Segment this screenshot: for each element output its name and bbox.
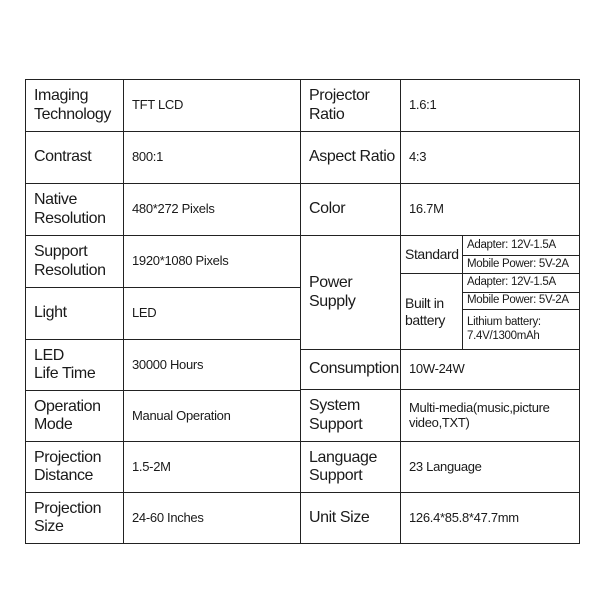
spec-value: Manual Operation bbox=[123, 390, 301, 442]
spec-label: Aspect Ratio bbox=[300, 131, 401, 184]
power-standard-label: Standard bbox=[400, 235, 463, 274]
spec-value: 30000 Hours bbox=[123, 339, 301, 391]
spec-value: 1.6:1 bbox=[400, 79, 580, 132]
spec-label-text: Support bbox=[34, 243, 88, 261]
spec-label-text: Projector bbox=[309, 87, 370, 105]
power-item-text: Mobile Power: 5V-2A bbox=[467, 294, 569, 307]
spec-label-text: Mode bbox=[34, 416, 73, 433]
spec-value: 126.4*85.8*47.7mm bbox=[400, 492, 580, 544]
spec-label-text: Technology bbox=[34, 105, 111, 123]
power-item-text: Adapter: 12V-1.5A bbox=[467, 238, 556, 251]
spec-value-text: 23 Language bbox=[409, 458, 482, 474]
spec-label-text: Projection bbox=[34, 448, 102, 466]
power-builtin-label-text: battery bbox=[405, 311, 445, 328]
spec-label: Light bbox=[25, 287, 124, 340]
spec-label: Projection Size bbox=[25, 492, 124, 544]
spec-label-text: Language bbox=[309, 448, 377, 466]
spec-label-text: Unit Size bbox=[309, 508, 370, 526]
spec-label: Contrast bbox=[25, 131, 124, 184]
spec-value-text: 10W-24W bbox=[409, 361, 465, 377]
spec-value-text: 800:1 bbox=[132, 149, 164, 165]
power-item-text: Adapter: 12V-1.5A bbox=[467, 276, 556, 289]
power-builtin-label: Built in battery bbox=[400, 273, 463, 350]
spec-label: Language Support bbox=[300, 441, 401, 493]
spec-label-text: Supply bbox=[309, 292, 356, 310]
spec-value-text: Manual Operation bbox=[132, 407, 231, 423]
spec-value-text: Multi-media(music,picture bbox=[409, 399, 550, 415]
spec-label-text: Aspect Ratio bbox=[309, 148, 395, 166]
spec-label-text: Support bbox=[309, 467, 363, 484]
spec-value: 480*272 Pixels bbox=[123, 183, 301, 236]
spec-value-text: video,TXT) bbox=[409, 414, 470, 430]
spec-value-text: 16.7M bbox=[409, 201, 444, 217]
power-item: Mobile Power: 5V-2A bbox=[462, 255, 580, 274]
power-standard-label-text: Standard bbox=[405, 246, 459, 263]
spec-value: 1.5-2M bbox=[123, 441, 301, 493]
spec-label-text: Light bbox=[34, 304, 67, 322]
spec-value-text: 1920*1080 Pixels bbox=[132, 253, 229, 269]
spec-label: Unit Size bbox=[300, 492, 401, 544]
spec-label-text: Contrast bbox=[34, 148, 92, 166]
spec-value-text: 480*272 Pixels bbox=[132, 201, 215, 217]
spec-label-text: Distance bbox=[34, 467, 94, 484]
spec-label-text: Power bbox=[309, 274, 353, 292]
spec-value: 23 Language bbox=[400, 441, 580, 493]
power-item-text: Mobile Power: 5V-2A bbox=[467, 257, 569, 270]
spec-value-text: 24-60 Inches bbox=[132, 509, 204, 525]
spec-label-text: Color bbox=[309, 200, 346, 218]
spec-label: Support Resolution bbox=[25, 235, 124, 288]
spec-label-text: System bbox=[309, 397, 360, 415]
spec-value-text: 30000 Hours bbox=[132, 356, 204, 372]
power-item-text: 7.4V/1300mAh bbox=[467, 329, 540, 342]
spec-label-text: LED bbox=[34, 346, 64, 364]
spec-value-text: TFT LCD bbox=[132, 97, 184, 113]
spec-label: LED Life Time bbox=[25, 339, 124, 391]
spec-value-text: LED bbox=[132, 305, 157, 321]
spec-label: Consumption bbox=[300, 349, 401, 390]
spec-label-text: Operation bbox=[34, 397, 101, 415]
spec-label: Native Resolution bbox=[25, 183, 124, 236]
spec-label: Projection Distance bbox=[25, 441, 124, 493]
spec-label-text: Ratio bbox=[309, 105, 345, 123]
spec-label: Power Supply bbox=[300, 235, 401, 350]
spec-label: Color bbox=[300, 183, 401, 236]
spec-value-text: 4:3 bbox=[409, 149, 427, 165]
spec-label-text: Support bbox=[309, 415, 363, 433]
spec-label: Operation Mode bbox=[25, 390, 124, 442]
spec-label-text: Native bbox=[34, 191, 77, 209]
spec-label-text: Projection bbox=[34, 499, 102, 517]
power-item: Lithium battery: 7.4V/1300mAh bbox=[462, 309, 580, 350]
spec-label: Imaging Technology bbox=[25, 79, 124, 132]
spec-label: Projector Ratio bbox=[300, 79, 401, 132]
spec-value: 24-60 Inches bbox=[123, 492, 301, 544]
power-builtin-label-text: Built in bbox=[405, 295, 444, 312]
power-item-text: Lithium battery: bbox=[467, 316, 541, 329]
spec-value: 800:1 bbox=[123, 131, 301, 184]
power-item: Adapter: 12V-1.5A bbox=[462, 273, 580, 293]
spec-label-text: Imaging bbox=[34, 87, 89, 105]
spec-label-text: Life Time bbox=[34, 365, 96, 382]
power-item: Mobile Power: 5V-2A bbox=[462, 292, 580, 310]
spec-label-text: Resolution bbox=[34, 261, 106, 279]
spec-value-text: 1.5-2M bbox=[132, 458, 171, 474]
spec-value-text: 1.6:1 bbox=[409, 97, 437, 113]
spec-value: 10W-24W bbox=[400, 349, 580, 390]
spec-value: 1920*1080 Pixels bbox=[123, 235, 301, 288]
spec-value: TFT LCD bbox=[123, 79, 301, 132]
spec-value: Multi-media(music,picture video,TXT) bbox=[400, 389, 580, 442]
spec-label-text: Resolution bbox=[34, 209, 106, 227]
spec-label: System Support bbox=[300, 389, 401, 442]
power-item: Adapter: 12V-1.5A bbox=[462, 235, 580, 256]
spec-value: LED bbox=[123, 287, 301, 340]
spec-value: 16.7M bbox=[400, 183, 580, 236]
spec-label-text: Size bbox=[34, 518, 64, 535]
spec-value: 4:3 bbox=[400, 131, 580, 184]
spec-label-text: Consumption bbox=[309, 360, 399, 378]
spec-value-text: 126.4*85.8*47.7mm bbox=[409, 509, 519, 525]
